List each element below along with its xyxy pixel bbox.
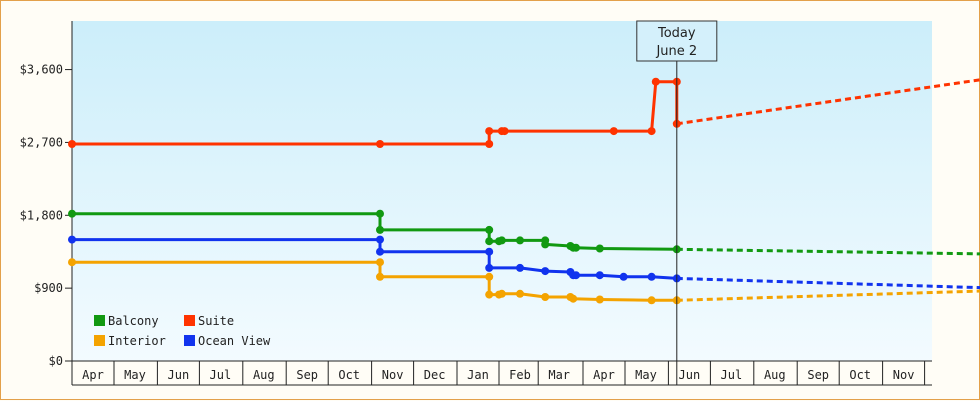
data-point — [376, 258, 384, 267]
data-point — [376, 140, 384, 148]
legend-swatch — [184, 315, 195, 326]
x-tick-label: Oct — [849, 368, 871, 382]
data-point — [485, 290, 494, 299]
data-point — [497, 289, 506, 298]
data-point — [651, 77, 660, 86]
forecast-line — [676, 276, 980, 290]
series-suite — [68, 77, 980, 148]
data-point — [516, 289, 524, 298]
series-ocean-view — [68, 235, 980, 290]
data-point — [647, 296, 656, 305]
x-tick-label: Sep — [807, 368, 829, 382]
data-point — [619, 272, 628, 281]
y-tick-label: $1,800 — [20, 208, 63, 222]
x-tick-label: Apr — [82, 368, 104, 382]
data-point — [595, 295, 604, 304]
forecast-line — [676, 289, 980, 302]
data-point — [497, 236, 506, 245]
data-point — [647, 127, 656, 136]
data-point — [572, 271, 580, 280]
data-point — [485, 140, 494, 148]
data-point — [541, 240, 550, 249]
legend-label: Interior — [108, 334, 166, 348]
legend-swatch — [94, 335, 105, 346]
data-point — [485, 225, 494, 234]
x-tick-label: Nov — [382, 368, 404, 382]
legend-label: Balcony — [108, 314, 159, 328]
x-tick-label: Aug — [764, 368, 786, 382]
x-tick-label: Dec — [424, 368, 446, 382]
data-point — [68, 209, 76, 218]
today-date-label: June 2 — [655, 44, 697, 59]
data-point — [516, 263, 524, 272]
x-tick-label: Jun — [168, 368, 190, 382]
plot-area — [72, 21, 932, 361]
x-tick-label: May — [124, 368, 146, 382]
data-point — [376, 225, 384, 234]
x-tick-label: Nov — [893, 368, 915, 382]
legend-swatch — [94, 315, 105, 326]
data-point — [516, 236, 524, 245]
x-tick-label: Apr — [593, 368, 615, 382]
data-point — [376, 235, 384, 244]
x-tick-label: May — [635, 368, 657, 382]
data-point — [595, 244, 604, 253]
data-point — [485, 272, 494, 281]
x-tick-label: Sep — [296, 368, 318, 382]
data-point — [485, 263, 494, 272]
x-tick-label: Jul — [721, 368, 743, 382]
data-point — [572, 243, 580, 252]
data-point — [485, 237, 494, 246]
data-point — [68, 140, 76, 148]
today-label: Today — [657, 26, 696, 41]
series-interior — [68, 258, 980, 305]
legend-label: Suite — [198, 314, 234, 328]
data-point — [500, 127, 509, 136]
data-point — [647, 272, 656, 281]
y-tick-label: $900 — [34, 281, 63, 295]
legend-swatch — [184, 335, 195, 346]
y-tick-label: $2,700 — [20, 135, 63, 149]
x-tick-label: Mar — [548, 368, 570, 382]
y-tick-label: $3,600 — [20, 63, 63, 77]
x-tick-label: Aug — [253, 368, 275, 382]
forecast-line — [676, 78, 980, 126]
x-tick-label: Oct — [338, 368, 360, 382]
x-tick-label: Jul — [210, 368, 232, 382]
legend: Balcony Suite Interior Ocean View — [94, 314, 271, 348]
forecast-line — [676, 247, 980, 256]
data-point — [609, 127, 618, 136]
today-box — [636, 20, 718, 62]
data-point — [485, 127, 494, 136]
x-tick-label: Jun — [679, 368, 701, 382]
series-balcony — [68, 209, 980, 256]
x-tick-label: Jan — [467, 368, 489, 382]
data-point — [595, 271, 604, 280]
data-point — [569, 294, 578, 303]
data-point — [485, 247, 494, 256]
legend-label: Ocean View — [198, 334, 271, 348]
data-point — [376, 247, 384, 256]
data-point — [541, 293, 550, 301]
series-line — [72, 260, 677, 302]
data-point — [376, 209, 384, 218]
y-tick-label: $0 — [49, 354, 63, 368]
x-tick-label: Feb — [509, 368, 531, 382]
data-point — [541, 267, 550, 276]
data-point — [68, 235, 76, 244]
data-point — [68, 258, 76, 267]
data-point — [376, 272, 384, 281]
